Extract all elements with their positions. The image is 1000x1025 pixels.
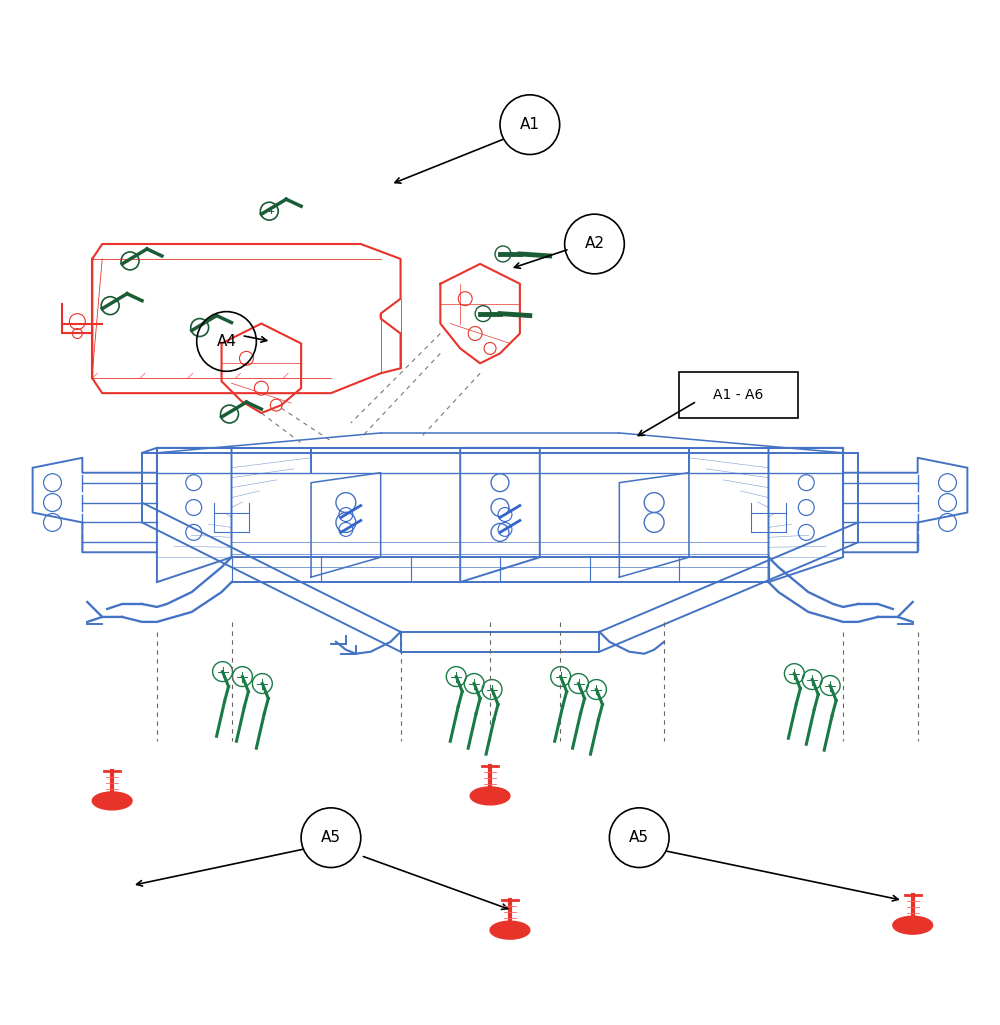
Text: A5: A5 — [321, 830, 341, 846]
Text: A5: A5 — [629, 830, 649, 846]
Text: A1: A1 — [520, 117, 540, 132]
Ellipse shape — [92, 792, 132, 810]
Text: A4: A4 — [217, 334, 237, 349]
Text: A2: A2 — [584, 237, 604, 251]
Ellipse shape — [893, 916, 933, 934]
Text: A1 - A6: A1 - A6 — [713, 388, 764, 402]
Ellipse shape — [490, 921, 530, 939]
Ellipse shape — [470, 787, 510, 805]
